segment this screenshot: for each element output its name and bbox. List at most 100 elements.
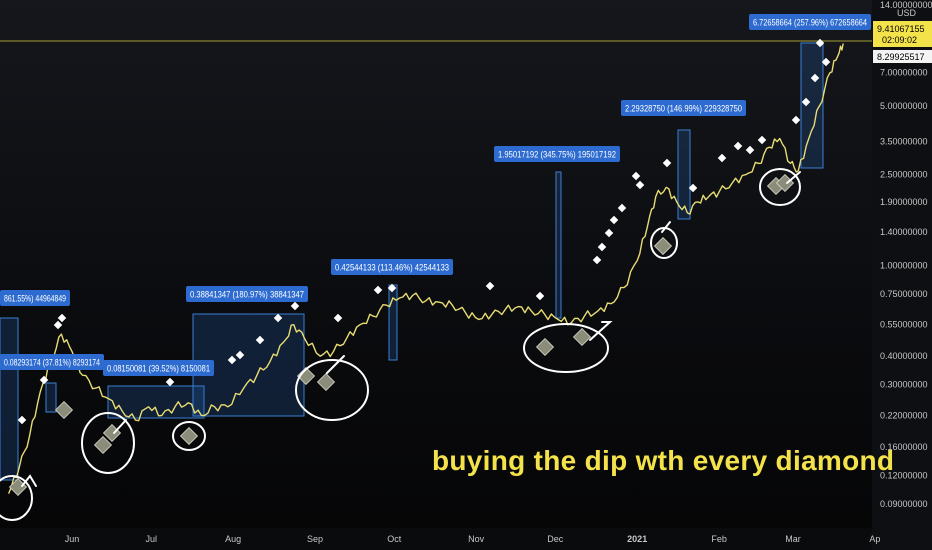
highlight-arrow [589,321,613,341]
signal-diamond [39,375,49,385]
signal-diamond [733,141,743,151]
highlight-circle [81,412,135,474]
buy-diamond [179,426,199,446]
signal-diamond [662,158,672,168]
buy-diamond [316,372,336,392]
measure-box [107,385,205,419]
signal-diamond [273,313,283,323]
buy-diamond [102,423,122,443]
highlight-circle [0,475,33,521]
y-tick-label: 5.00000000 [880,101,928,111]
measure-box [388,284,398,361]
measure-label-bg [494,146,620,162]
time-axis-bg [0,528,872,550]
highlight-arrow [661,221,671,233]
measure-box [45,382,57,413]
measure-label-bg [0,290,70,306]
highlight-arrow [326,355,345,374]
measure-label-bg [186,286,308,302]
buy-diamond [93,435,113,455]
measure-label-bg [749,14,871,30]
signal-diamond [53,320,63,330]
buy-diamond [54,400,74,420]
measure-label-bg [331,259,453,275]
x-tick-label: Aug [225,534,241,544]
x-tick-label: Jul [145,534,157,544]
y-tick-label: 2.50000000 [880,170,928,180]
measure-label-text: 1.95017192 (345.75%) 195017192 [498,150,616,161]
measure-label-bg [0,354,104,370]
y-tick-label: 0.75000000 [880,289,928,299]
y-tick-label: 3.50000000 [880,136,928,146]
y-tick-label: 0.30000000 [880,380,928,390]
y-tick-label: 0.22000000 [880,411,928,421]
highlight-arrow [21,474,37,487]
price-tag-countdown: 02:09:02 [882,35,917,45]
x-tick-label: 2021 [627,534,647,544]
signal-diamond [373,285,383,295]
highlight-circle [295,359,369,421]
x-tick-label: Jun [65,534,80,544]
price-series-line [7,43,844,494]
signal-diamond [485,281,495,291]
measure-label-bg [103,360,214,376]
y-tick-label: 0.12000000 [880,471,928,481]
measure-label-text: 861.55%) 44964849 [4,294,66,305]
signal-diamond [165,377,175,387]
measure-label-text: 2.29328750 (146.99%) 229328750 [625,104,742,115]
currency-label: USD [897,8,917,18]
highlight-circle [523,323,609,373]
y-tick-top: 14.00000000 [880,0,932,10]
signal-diamond [235,350,245,360]
y-tick-label: 1.40000000 [880,227,928,237]
buy-diamond [296,366,316,386]
x-tick-label: Sep [307,534,323,544]
signal-diamond [745,145,755,155]
x-tick-label: Dec [547,534,564,544]
price-axis-bg [872,0,932,550]
y-tick-label: 0.40000000 [880,351,928,361]
highlight-circle [759,168,801,206]
y-tick-label: 0.16000000 [880,442,928,452]
x-tick-label: Oct [387,534,402,544]
y-tick-label: 1.00000000 [880,260,928,270]
signal-diamond [717,153,727,163]
signal-diamond [387,283,397,293]
buy-diamond [653,236,673,256]
signal-diamond [255,335,265,345]
highlight-circle [172,421,206,451]
measure-label-text: 0.38841347 (180.97%) 38841347 [190,290,304,301]
highlight-arrow [113,419,127,434]
measure-label-text: 6.72658664 (257.96%) 672658664 [753,18,867,29]
x-tick-label: Ap [869,534,880,544]
measure-box [555,171,562,319]
buy-diamond [572,327,592,347]
caption-text: buying the dip wth every diamond [432,445,894,476]
signal-diamond [290,301,300,311]
signal-diamond [757,135,767,145]
highlight-arrow [786,171,801,184]
crosshair-tag-value: 8.29925517 [877,52,925,62]
price-tag-value: 9.41067155 [877,24,925,34]
x-tick-label: Mar [785,534,801,544]
y-tick-label: 0.09000000 [880,499,928,509]
measure-label-text: 0.42544133 (113.46%) 42544133 [335,263,449,274]
signal-diamond [227,355,237,365]
signal-diamond [635,180,645,190]
crosshair-tag-bg [873,50,932,63]
signal-diamond [57,313,67,323]
signal-diamond [631,171,641,181]
x-tick-label: Nov [468,534,485,544]
measure-box [677,129,691,220]
price-tag-bg [873,21,932,47]
signal-diamond [17,415,27,425]
signal-diamond [617,203,627,213]
x-tick-label: Feb [711,534,727,544]
measure-box [0,317,19,481]
measure-label-text: 0.08150081 (39.52%) 8150081 [107,364,210,375]
signal-diamond [609,215,619,225]
buy-diamond [8,477,28,497]
measure-box [800,42,824,169]
